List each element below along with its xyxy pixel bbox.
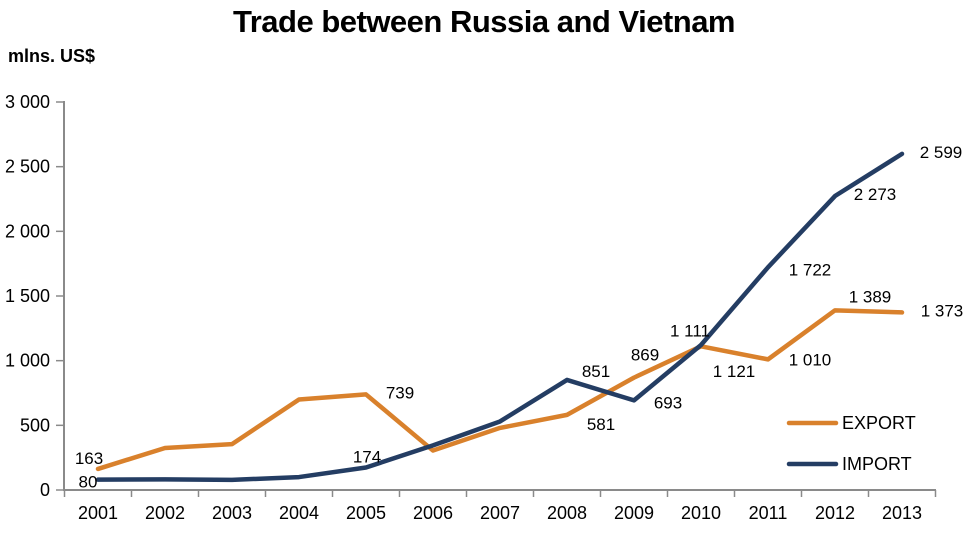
import-data-label: 2 599 — [920, 143, 963, 162]
x-tick-label: 2006 — [413, 503, 453, 523]
export-series-line — [95, 308, 905, 472]
x-tick-label: 2013 — [882, 503, 922, 523]
export-data-label: 1 389 — [849, 287, 892, 306]
x-tick-label: 2002 — [145, 503, 185, 523]
legend-import-label: IMPORT — [842, 454, 912, 474]
export-data-label: 1 373 — [921, 301, 964, 320]
y-tick-label: 1 000 — [5, 351, 50, 371]
export-data-label: 739 — [386, 383, 414, 402]
import-data-label: 851 — [582, 362, 610, 381]
import-data-label: 2 273 — [854, 185, 897, 204]
import-data-label: 1 121 — [713, 362, 756, 381]
export-data-label: 581 — [587, 415, 615, 434]
import-series-line — [95, 151, 905, 483]
import-data-label: 693 — [654, 393, 682, 412]
x-tick-label: 2010 — [681, 503, 721, 523]
import-data-label: 174 — [353, 447, 381, 466]
y-tick-label: 2 500 — [5, 157, 50, 177]
export-data-label: 1 111 — [670, 321, 710, 340]
import-data-label: 1 722 — [789, 260, 832, 279]
y-tick-label: 2 000 — [5, 221, 50, 241]
y-axis-unit-label: mlns. US$ — [8, 46, 96, 66]
x-tick-label: 2009 — [614, 503, 654, 523]
x-tick-label: 2004 — [279, 503, 319, 523]
x-tick-label: 2003 — [212, 503, 252, 523]
import-data-label: 80 — [79, 473, 98, 492]
chart-title: Trade between Russia and Vietnam — [233, 4, 736, 39]
y-tick-label: 3 000 — [5, 92, 50, 112]
legend-export-label: EXPORT — [842, 413, 916, 433]
x-tick-label: 2007 — [480, 503, 520, 523]
x-tick-label: 2008 — [547, 503, 587, 523]
y-tick-label: 1 500 — [5, 286, 50, 306]
x-tick-label: 2001 — [78, 503, 118, 523]
export-data-label: 869 — [631, 346, 659, 365]
y-tick-label: 500 — [20, 415, 50, 435]
export-data-label: 163 — [75, 449, 103, 468]
y-tick-label: 0 — [40, 480, 50, 500]
x-tick-label: 2011 — [749, 503, 788, 523]
export-data-label: 1 010 — [789, 350, 832, 369]
x-tick-label: 2012 — [815, 503, 855, 523]
x-tick-label: 2005 — [346, 503, 386, 523]
